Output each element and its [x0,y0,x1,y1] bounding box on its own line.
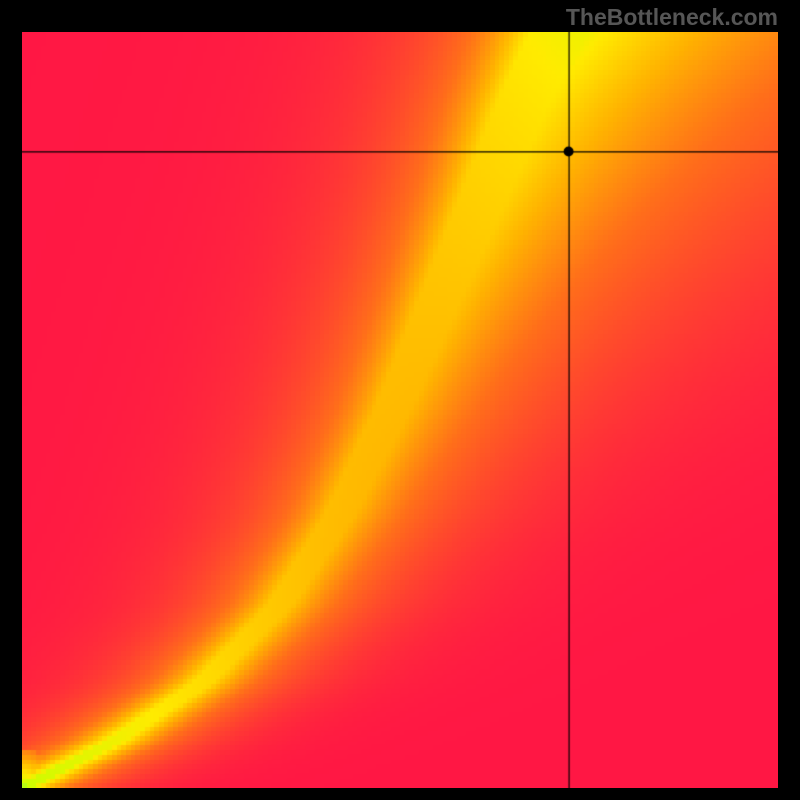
chart-container: TheBottleneck.com [0,0,800,800]
bottleneck-heatmap [22,32,778,788]
watermark-text: TheBottleneck.com [566,4,778,31]
